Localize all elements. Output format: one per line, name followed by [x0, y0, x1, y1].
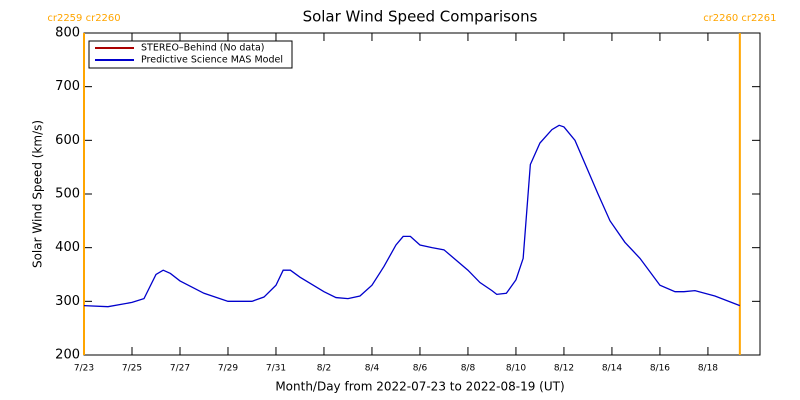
y-tick-label: 500	[55, 187, 80, 202]
x-tick-label: 8/4	[365, 364, 380, 374]
x-tick-label: 8/6	[413, 364, 428, 374]
annotation: cr2259 cr2260	[47, 13, 120, 24]
x-tick-label: 8/10	[506, 364, 526, 374]
legend-box	[88, 40, 293, 69]
y-tick-label: 600	[55, 133, 80, 148]
y-tick-label: 300	[55, 294, 80, 309]
legend-label: STEREO–Behind (No data)	[141, 43, 265, 54]
x-axis-label: Month/Day from 2022-07-23 to 2022-08-19 …	[275, 380, 564, 394]
y-tick-label: 800	[55, 26, 80, 41]
chart-title: Solar Wind Speed Comparisons	[303, 8, 538, 26]
x-tick-label: 8/14	[602, 364, 622, 374]
y-tick-label: 400	[55, 240, 80, 255]
y-tick-label: 200	[55, 348, 80, 363]
x-tick-label: 7/31	[266, 364, 286, 374]
x-tick-label: 8/12	[554, 364, 574, 374]
x-tick-label: 7/25	[122, 364, 142, 374]
annotation: cr2260 cr2261	[703, 13, 776, 24]
legend-label: Predictive Science MAS Model	[141, 55, 283, 66]
y-axis-label: Solar Wind Speed (km/s)	[31, 120, 45, 268]
y-tick-label: 700	[55, 79, 80, 94]
x-tick-label: 7/23	[74, 364, 94, 374]
x-tick-label: 7/29	[218, 364, 238, 374]
plot-frame	[83, 32, 761, 356]
x-tick-label: 8/18	[698, 364, 718, 374]
x-tick-label: 8/16	[650, 364, 670, 374]
x-tick-label: 8/8	[461, 364, 476, 374]
x-tick-label: 8/2	[317, 364, 331, 374]
series-line	[83, 124, 741, 308]
x-tick-label: 7/27	[170, 364, 190, 374]
